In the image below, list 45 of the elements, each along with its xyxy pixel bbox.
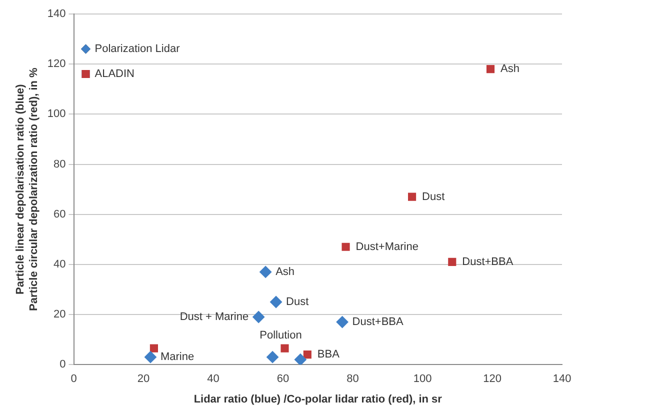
annotation: Dust+BBA	[462, 256, 514, 268]
annotation: Ash	[500, 63, 520, 76]
point	[342, 242, 350, 251]
x-axis-title: Lidar ratio (blue) /Co-polar lidar ratio (red), in sr	[194, 393, 443, 406]
y-tick-label: 80	[54, 158, 66, 170]
point	[144, 351, 156, 364]
x-tick-label: 20	[137, 373, 150, 386]
x-tick-label: 100	[413, 373, 432, 386]
y-tick-label: 20	[54, 308, 66, 321]
x-tick-label: 80	[346, 373, 359, 386]
annotation: Dust	[286, 296, 309, 308]
point	[303, 350, 312, 359]
x-tick-label: 40	[207, 373, 220, 386]
y-tick-label: 100	[47, 108, 66, 120]
point	[448, 258, 456, 266]
legend-label: Polarization Lidar	[94, 43, 180, 56]
point	[294, 354, 306, 365]
annotation: Marine	[160, 351, 194, 364]
legend-label: ALADIN	[94, 68, 135, 80]
point	[270, 296, 282, 308]
y-tick-label: 60	[54, 208, 66, 220]
x-tick-label: 120	[483, 373, 502, 386]
point	[260, 266, 272, 278]
point	[486, 65, 495, 74]
point	[280, 344, 289, 352]
x-tick-label: 0	[70, 373, 77, 386]
annotation: BBA	[317, 348, 340, 361]
y-tick-label: 40	[54, 258, 66, 270]
x-tick-label: 140	[552, 373, 572, 386]
point	[252, 311, 265, 324]
annotation: Dust+Marine	[356, 240, 418, 253]
y-tick-label: 140	[47, 8, 66, 20]
y-tick-label: 0	[60, 358, 66, 371]
y-tick-label: 120	[47, 58, 66, 70]
x-tick-label: 60	[276, 373, 290, 386]
annotation: Dust+BBA	[352, 316, 404, 328]
annotation: Dust + Marine	[180, 311, 249, 324]
point	[408, 192, 416, 201]
annotation: Dust	[422, 190, 445, 203]
y-axis-title: Particle linear depolarisation ratio (blue) Particle circular depolarization ratio (red), in %	[14, 67, 40, 311]
point	[150, 344, 158, 352]
point	[336, 316, 348, 328]
point	[266, 351, 279, 364]
annotation: Ash	[276, 266, 295, 278]
annotation: Pollution	[260, 329, 302, 342]
